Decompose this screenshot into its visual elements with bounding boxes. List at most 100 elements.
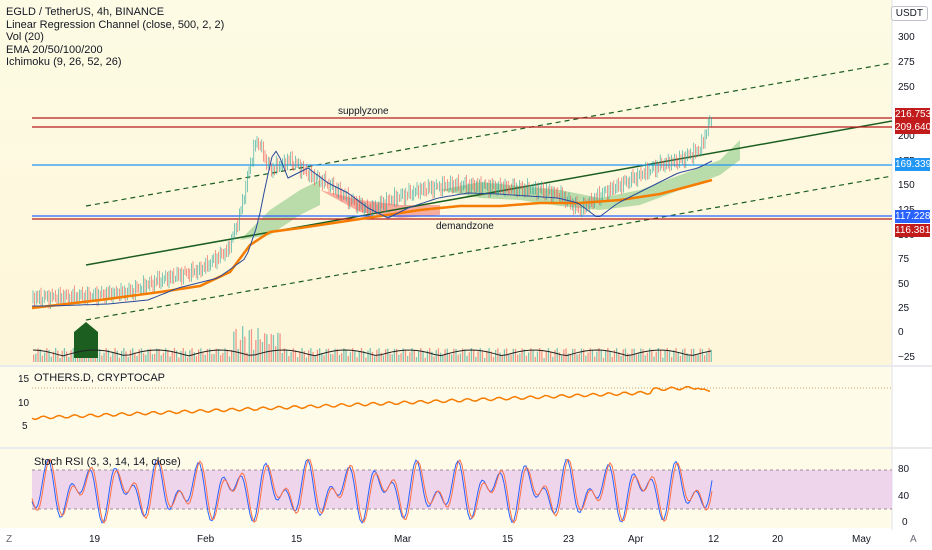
volume-bar <box>451 354 453 362</box>
timezone-button[interactable]: Z <box>6 534 13 545</box>
volume-bar <box>105 348 107 362</box>
volume-bar <box>455 348 457 362</box>
price-tag-demand-upper[interactable]: 117.228 <box>895 210 931 223</box>
volume-bar <box>363 351 365 362</box>
volume-bar <box>334 348 336 362</box>
volume-bar <box>169 356 171 362</box>
price-tag-demand-lower[interactable]: 116.381 <box>895 224 931 237</box>
volume-bar <box>651 349 653 362</box>
volume-bar <box>420 348 422 362</box>
volume-bar <box>635 354 638 362</box>
volume-bar <box>389 353 391 362</box>
volume-bar <box>543 358 545 362</box>
volume-bar <box>466 355 468 362</box>
price-tick: 275 <box>898 57 915 68</box>
volume-bar <box>675 348 677 362</box>
legend-regression[interactable]: Linear Regression Channel (close, 500, 2… <box>6 18 225 31</box>
volume-bar <box>233 331 235 362</box>
volume-bar <box>468 352 470 362</box>
legend-volume[interactable]: Vol (20) <box>6 31 44 44</box>
volume-bar <box>231 349 233 362</box>
volume-bar <box>41 355 44 362</box>
time-tick: 12 <box>708 534 720 545</box>
volume-bar <box>475 357 477 362</box>
volume-bar <box>435 349 437 362</box>
volume-bar <box>228 356 231 362</box>
volume-bar <box>464 349 466 362</box>
volume-bar <box>521 348 523 362</box>
volume-bar <box>107 349 110 362</box>
volume-bar <box>688 354 690 362</box>
price-tick: 300 <box>898 32 915 43</box>
legend-ichimoku[interactable]: Ichimoku (9, 26, 52, 26) <box>6 56 122 69</box>
stoch-d-line <box>31 458 713 524</box>
volume-bar <box>46 348 48 362</box>
volume-bar <box>213 353 215 362</box>
auto-scale-button[interactable]: A <box>910 534 917 545</box>
demandzone-label: demandzone <box>436 221 494 232</box>
volume-bar <box>609 351 611 362</box>
volume-bar <box>343 348 345 362</box>
volume-bar <box>552 356 554 362</box>
volume-bar <box>642 349 644 362</box>
volume-bar <box>68 357 70 362</box>
volume-bar <box>103 352 105 362</box>
time-tick: 23 <box>563 534 575 545</box>
others-tick: 15 <box>18 374 30 385</box>
price-tick: 50 <box>898 279 910 290</box>
volume-bar <box>253 349 255 362</box>
volume-bar <box>457 354 459 362</box>
legend-ema[interactable]: EMA 20/50/100/200 <box>6 43 103 56</box>
volume-bar <box>684 348 686 362</box>
price-tag-support[interactable]: 169.339 <box>895 158 932 171</box>
stoch-tick: 40 <box>898 491 910 502</box>
volume-bar <box>649 348 651 362</box>
volume-bar <box>50 356 52 362</box>
volume-bar <box>272 335 275 362</box>
volume-bar <box>574 348 576 362</box>
others-tick: 5 <box>22 421 28 432</box>
volume-bar <box>409 352 411 362</box>
time-tick: 15 <box>291 534 303 545</box>
volume-bar <box>422 350 424 362</box>
price-tag-supply-upper[interactable]: 216.753 <box>895 108 932 121</box>
volume-bar <box>222 352 224 362</box>
volume-bar <box>583 349 585 362</box>
chart-legend: EGLD / TetherUS, 4h, BINANCE Linear Regr… <box>6 6 224 69</box>
stoch-tick: 0 <box>902 517 908 528</box>
volume-bar <box>305 357 308 362</box>
volume-bar <box>611 357 613 362</box>
volume-bar <box>600 350 602 362</box>
volume-bar <box>198 349 200 362</box>
volume-bar <box>182 348 184 362</box>
volume-bar <box>145 354 147 362</box>
others-pane-bg <box>0 367 892 447</box>
volume-bar <box>668 351 671 362</box>
chart-title[interactable]: EGLD / TetherUS, 4h, BINANCE <box>6 6 165 18</box>
stoch-pane-label[interactable]: Stoch RSI (3, 3, 14, 14, close) <box>34 456 181 468</box>
volume-bar <box>572 348 574 362</box>
volume-bar <box>374 356 376 362</box>
volume-bar <box>407 356 409 362</box>
volume-bar <box>523 349 525 362</box>
volume-bar <box>206 349 209 362</box>
price-tick: −25 <box>898 352 915 363</box>
volume-bar <box>57 350 59 362</box>
volume-bar <box>415 357 418 362</box>
volume-bar <box>215 348 217 362</box>
price-tag-supply-lower[interactable]: 209.640 <box>895 121 932 134</box>
volume-bar <box>160 355 162 362</box>
others-pane-label[interactable]: OTHERS.D, CRYPTOCAP <box>34 372 166 384</box>
time-axis-bg[interactable] <box>0 530 932 550</box>
currency-button[interactable]: USDT <box>890 6 928 21</box>
volume-bar <box>85 354 88 362</box>
volume-bar <box>550 351 552 362</box>
time-tick: 19 <box>89 534 101 545</box>
volume-bar <box>484 357 486 362</box>
volume-bar <box>77 355 79 362</box>
volume-bar <box>226 349 228 362</box>
volume-bar <box>220 355 222 362</box>
regression-lower <box>85 175 893 321</box>
volume-bar <box>204 355 206 362</box>
